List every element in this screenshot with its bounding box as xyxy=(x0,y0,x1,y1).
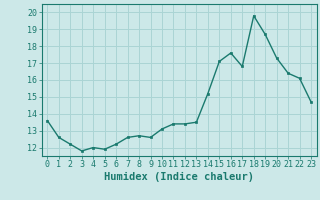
X-axis label: Humidex (Indice chaleur): Humidex (Indice chaleur) xyxy=(104,172,254,182)
